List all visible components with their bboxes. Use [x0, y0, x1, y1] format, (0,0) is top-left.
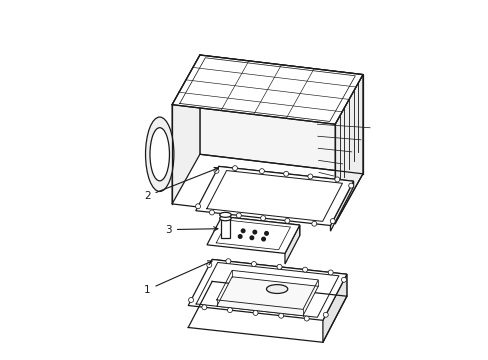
- Ellipse shape: [150, 128, 169, 181]
- Circle shape: [253, 230, 256, 234]
- Circle shape: [277, 264, 282, 269]
- Circle shape: [278, 313, 283, 318]
- Ellipse shape: [266, 285, 287, 293]
- Text: 2: 2: [143, 167, 218, 201]
- Text: 1: 1: [143, 261, 212, 295]
- Circle shape: [214, 168, 219, 173]
- Circle shape: [283, 171, 288, 176]
- Polygon shape: [216, 277, 318, 316]
- Circle shape: [341, 277, 346, 282]
- Circle shape: [259, 168, 264, 174]
- Circle shape: [238, 235, 242, 238]
- Circle shape: [206, 262, 211, 267]
- Circle shape: [348, 183, 353, 188]
- Polygon shape: [322, 274, 346, 342]
- Polygon shape: [188, 260, 346, 320]
- Polygon shape: [172, 55, 362, 124]
- Bar: [221, 215, 229, 238]
- Circle shape: [264, 231, 268, 235]
- Circle shape: [311, 221, 316, 226]
- Circle shape: [253, 310, 258, 315]
- Circle shape: [251, 262, 256, 266]
- Circle shape: [195, 204, 200, 209]
- Circle shape: [249, 236, 253, 239]
- Text: 3: 3: [165, 225, 218, 235]
- Polygon shape: [212, 260, 346, 296]
- Circle shape: [188, 297, 193, 302]
- Ellipse shape: [219, 212, 231, 217]
- Circle shape: [307, 174, 312, 179]
- Polygon shape: [285, 225, 299, 264]
- Polygon shape: [218, 166, 353, 187]
- Circle shape: [202, 305, 206, 310]
- Ellipse shape: [219, 216, 231, 221]
- Circle shape: [334, 177, 339, 182]
- Circle shape: [236, 213, 241, 218]
- Circle shape: [209, 210, 214, 215]
- Polygon shape: [195, 166, 353, 225]
- Polygon shape: [330, 181, 353, 231]
- Circle shape: [323, 312, 327, 317]
- Ellipse shape: [145, 117, 174, 192]
- Circle shape: [302, 267, 307, 272]
- Circle shape: [227, 308, 232, 312]
- Circle shape: [225, 259, 230, 264]
- Polygon shape: [334, 75, 362, 224]
- Circle shape: [285, 218, 289, 223]
- Polygon shape: [200, 55, 362, 174]
- Circle shape: [260, 216, 265, 221]
- Circle shape: [241, 229, 244, 233]
- Polygon shape: [221, 216, 299, 236]
- Circle shape: [329, 219, 335, 224]
- Polygon shape: [172, 55, 200, 204]
- Circle shape: [327, 270, 332, 275]
- Circle shape: [261, 237, 265, 241]
- Circle shape: [232, 166, 237, 171]
- Polygon shape: [206, 216, 299, 253]
- Circle shape: [304, 316, 308, 321]
